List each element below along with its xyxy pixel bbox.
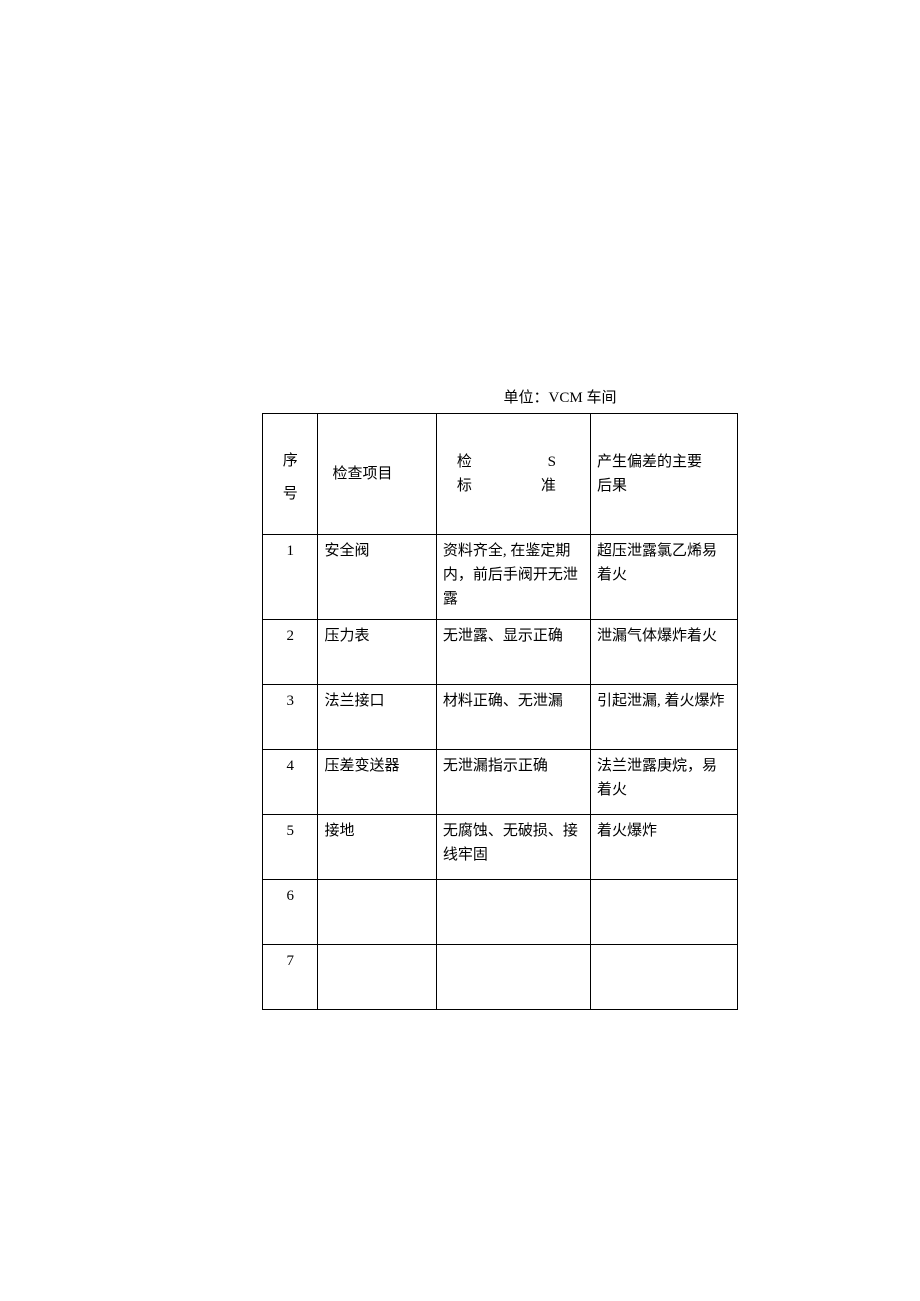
cell-seq: 2 [263,620,318,685]
table-row: 6 [263,880,738,945]
cell-result: 着火爆炸 [590,815,737,880]
cell-std [436,945,590,1010]
cell-seq: 4 [263,750,318,815]
cell-item [318,945,436,1010]
cell-std: 资料齐全, 在鉴定期内，前后手阀开无泄露 [436,535,590,620]
cell-item: 法兰接口 [318,685,436,750]
cell-seq: 1 [263,535,318,620]
table-row: 3 法兰接口 材料正确、无泄漏 引起泄漏, 着火爆炸 [263,685,738,750]
cell-result [590,945,737,1010]
table-row: 2 压力表 无泄露、显示正确 泄漏气体爆炸着火 [263,620,738,685]
header-result: 产生偏差的主要 后果 [590,414,737,535]
header-std-char3: 标 [457,474,472,498]
header-seq-line1: 序 [269,445,311,478]
header-item: 检查项目 [318,414,436,535]
header-seq-line2: 号 [269,478,311,511]
table-row: 7 [263,945,738,1010]
cell-item [318,880,436,945]
table-row: 5 接地 无腐蚀、无破损、接线牢固 着火爆炸 [263,815,738,880]
header-seq: 序 号 [263,414,318,535]
cell-item: 接地 [318,815,436,880]
cell-std [436,880,590,945]
header-result-line1: 产生偏差的主要 [597,450,731,474]
table-header-row: 序 号 检查项目 检 S 标 准 产生偏差的主要 后果 [263,414,738,535]
cell-result [590,880,737,945]
inspection-table: 序 号 检查项目 检 S 标 准 产生偏差的主要 后果 [262,413,738,1010]
cell-seq: 3 [263,685,318,750]
table-row: 1 安全阀 资料齐全, 在鉴定期内，前后手阀开无泄露 超压泄露氯乙烯易着火 [263,535,738,620]
cell-result: 法兰泄露庚烷，易着火 [590,750,737,815]
table-row: 4 压差变送器 无泄漏指示正确 法兰泄露庚烷，易着火 [263,750,738,815]
header-std-char1: 检 [457,450,472,474]
cell-item: 安全阀 [318,535,436,620]
header-std-char4: 准 [541,474,556,498]
document-content: 单位：VCM 车间 序 号 检查项目 检 S 标 准 [262,386,738,1010]
cell-item: 压力表 [318,620,436,685]
cell-std: 无泄露、显示正确 [436,620,590,685]
header-result-line2: 后果 [597,474,731,498]
cell-std: 材料正确、无泄漏 [436,685,590,750]
cell-seq: 6 [263,880,318,945]
cell-std: 无泄漏指示正确 [436,750,590,815]
header-std-char2: S [548,450,556,474]
cell-std: 无腐蚀、无破损、接线牢固 [436,815,590,880]
cell-result: 超压泄露氯乙烯易着火 [590,535,737,620]
table-title: 单位：VCM 车间 [262,386,738,407]
cell-item: 压差变送器 [318,750,436,815]
cell-result: 泄漏气体爆炸着火 [590,620,737,685]
cell-seq: 7 [263,945,318,1010]
header-std: 检 S 标 准 [436,414,590,535]
cell-result: 引起泄漏, 着火爆炸 [590,685,737,750]
cell-seq: 5 [263,815,318,880]
